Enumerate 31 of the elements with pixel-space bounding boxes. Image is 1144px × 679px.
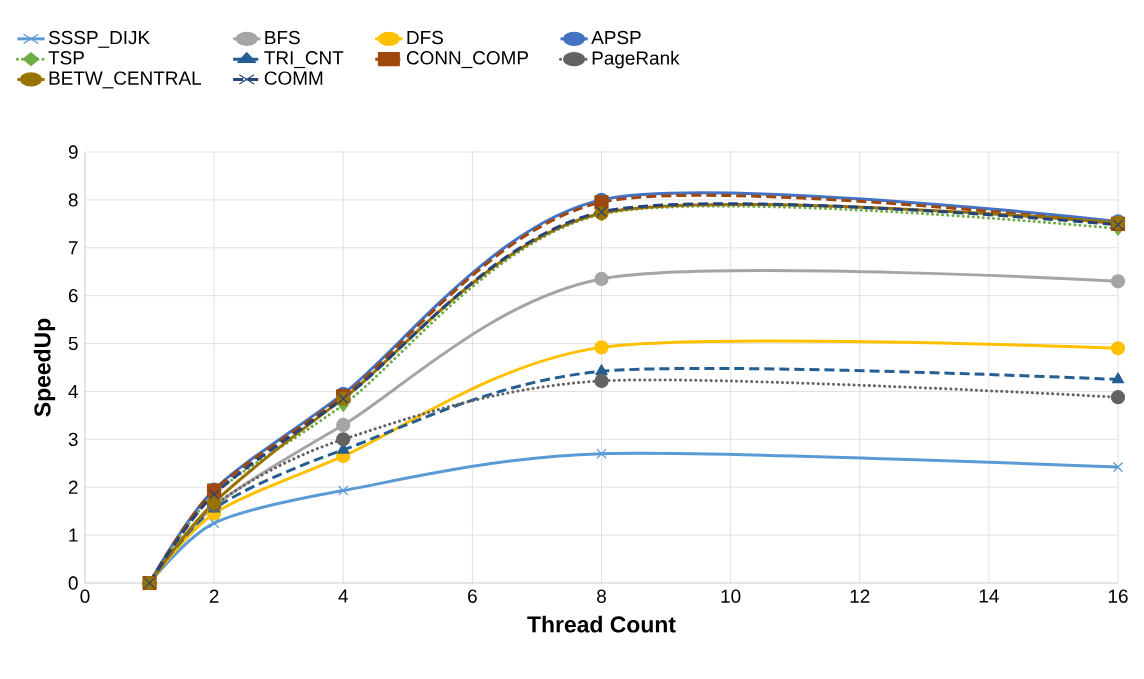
x-tick-label: 8 (597, 589, 606, 603)
x-tick-label: 10 (721, 589, 741, 603)
y-tick-label: 2 (68, 480, 78, 494)
x-tick-label: 6 (468, 589, 477, 603)
legend-label: BFS (265, 30, 300, 45)
y-tick-label: 8 (68, 193, 78, 207)
legend-label: CONN_COMP (406, 51, 528, 69)
x-tick-label: 2 (209, 589, 219, 603)
legend-label: SSSP_DIJK (48, 30, 150, 48)
y-tick-label: 6 (68, 288, 78, 303)
legend-label: BETW_CENTRAL (49, 71, 201, 89)
x-tick-label: 0 (80, 589, 90, 603)
x-tick-label: 12 (850, 589, 870, 603)
y-tick-label: 7 (68, 241, 78, 255)
legend-label: TSP (48, 51, 84, 65)
y-tick-label: 3 (68, 432, 78, 447)
x-axis-title: Thread Count (527, 615, 676, 633)
y-tick-label: 1 (69, 528, 78, 542)
y-axis-title: SpeedUp (33, 318, 56, 417)
x-tick-label: 16 (1108, 589, 1128, 603)
x-tick-label: 14 (979, 589, 999, 603)
y-tick-label: 5 (68, 336, 78, 351)
x-tick-label: 4 (338, 589, 348, 603)
y-tick-label: 0 (68, 576, 78, 590)
y-tick-label: 4 (68, 384, 78, 398)
legend-label: DFS (407, 30, 443, 45)
legend-label: COMM (264, 71, 323, 85)
legend-label: APSP (591, 30, 641, 45)
legend-label: TRI_CNT (264, 51, 344, 69)
y-tick-label: 9 (68, 145, 78, 159)
legend-label: PageRank (592, 50, 680, 69)
